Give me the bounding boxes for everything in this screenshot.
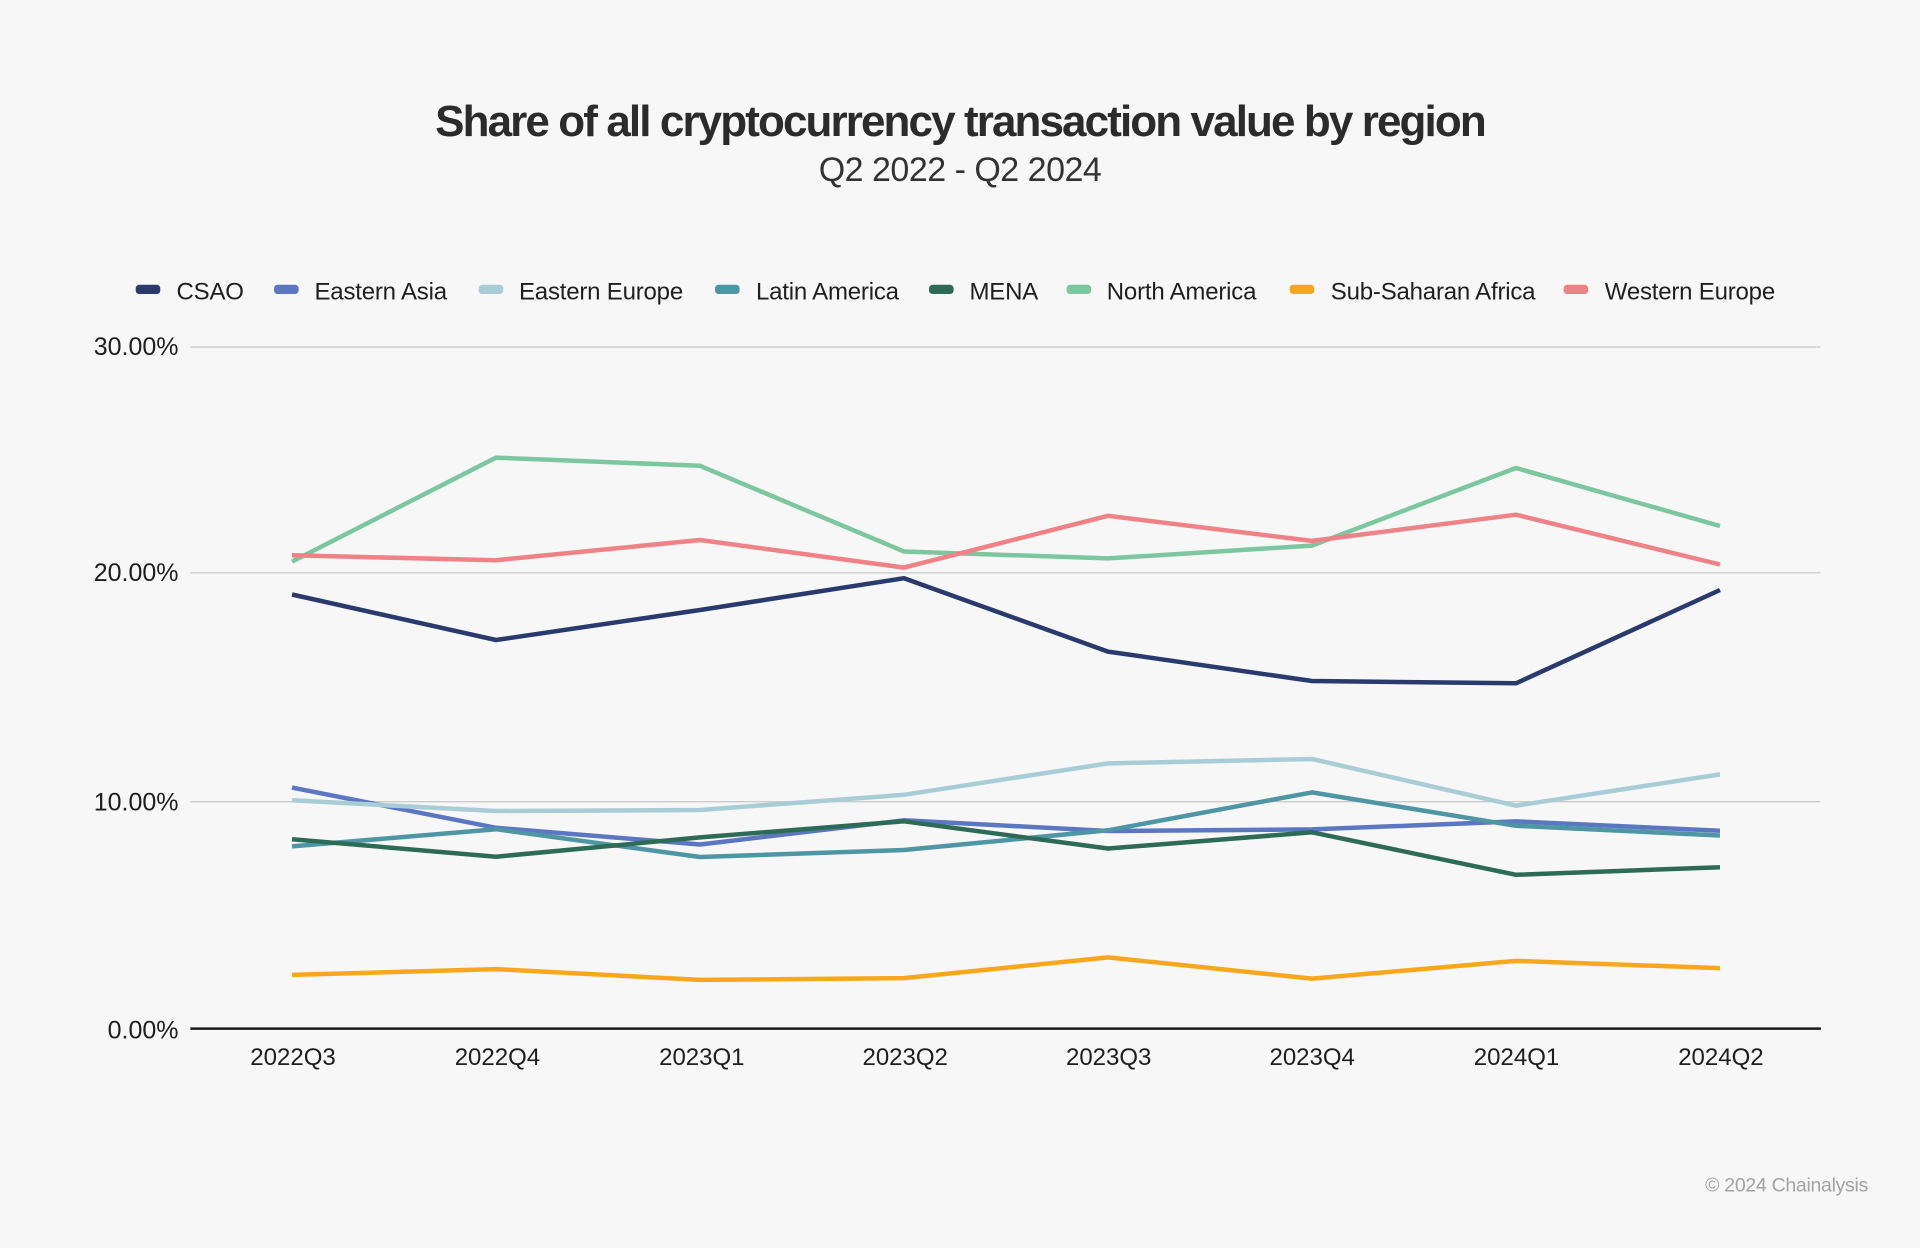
svg-text:2023Q1: 2023Q1 xyxy=(659,1044,744,1071)
svg-text:Eastern Europe: Eastern Europe xyxy=(519,279,683,306)
svg-text:10.00%: 10.00% xyxy=(94,788,179,816)
svg-text:Eastern Asia: Eastern Asia xyxy=(315,279,448,306)
svg-text:2022Q4: 2022Q4 xyxy=(455,1044,540,1071)
svg-text:2022Q3: 2022Q3 xyxy=(250,1044,335,1071)
svg-text:2024Q2: 2024Q2 xyxy=(1678,1044,1763,1071)
svg-text:Sub-Saharan Africa: Sub-Saharan Africa xyxy=(1331,279,1536,306)
svg-text:30.00%: 30.00% xyxy=(94,333,179,361)
svg-text:20.00%: 20.00% xyxy=(94,559,179,587)
svg-text:2023Q2: 2023Q2 xyxy=(862,1044,947,1071)
svg-text:Western Europe: Western Europe xyxy=(1605,279,1775,306)
svg-text:2023Q4: 2023Q4 xyxy=(1269,1044,1354,1071)
svg-text:MENA: MENA xyxy=(970,279,1039,306)
svg-text:2023Q3: 2023Q3 xyxy=(1066,1044,1151,1071)
svg-text:© 2024 Chainalysis: © 2024 Chainalysis xyxy=(1705,1175,1868,1197)
svg-text:Latin America: Latin America xyxy=(756,279,900,306)
svg-text:CSAO: CSAO xyxy=(177,279,244,306)
svg-text:Share of all cryptocurrency tr: Share of all cryptocurrency transaction … xyxy=(435,97,1485,146)
svg-text:0.00%: 0.00% xyxy=(108,1016,179,1044)
svg-text:North America: North America xyxy=(1107,279,1257,306)
svg-text:2024Q1: 2024Q1 xyxy=(1474,1044,1559,1071)
svg-text:Q2 2022 - Q2 2024: Q2 2022 - Q2 2024 xyxy=(819,151,1102,189)
